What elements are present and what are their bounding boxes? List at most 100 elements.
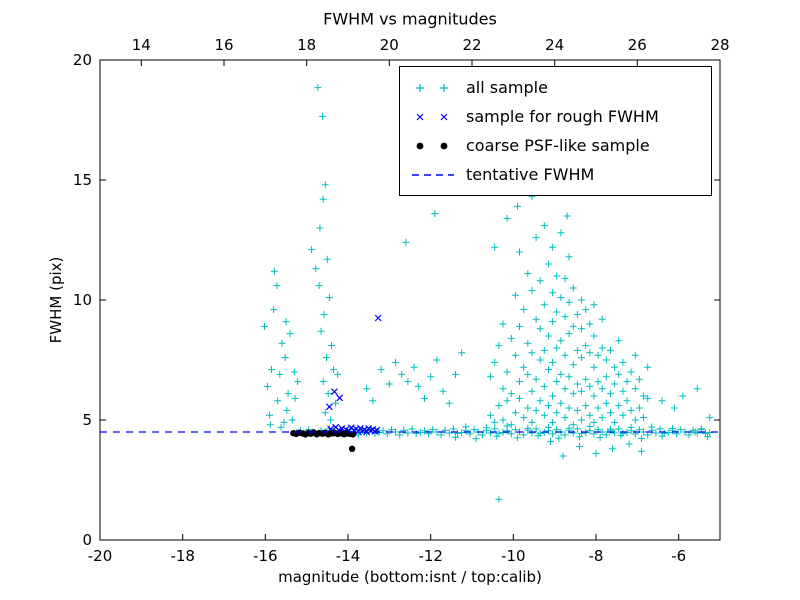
scatter-point	[652, 429, 660, 437]
scatter-point	[282, 318, 290, 326]
x-tick-label: -6	[671, 547, 686, 565]
scatter-point	[532, 375, 540, 383]
scatter-point	[561, 313, 569, 321]
scatter-point	[590, 301, 598, 309]
scatter-point	[557, 294, 565, 302]
scatter-point	[545, 402, 552, 410]
scatter-point	[592, 450, 600, 458]
scatter-point	[454, 429, 461, 437]
scatter-point	[569, 429, 577, 437]
scatter-point	[594, 404, 602, 412]
scatter-point	[277, 423, 285, 431]
chart-title: FWHM vs magnitudes	[323, 9, 497, 29]
scatter-point	[449, 425, 457, 433]
scatter-point	[402, 238, 410, 246]
scatter-point	[520, 306, 528, 314]
scatter-point	[528, 418, 536, 426]
scatter-point	[553, 272, 561, 280]
scatter-point	[536, 325, 544, 333]
scatter-point	[561, 274, 569, 282]
y-tick-label: 20	[73, 51, 92, 69]
scatter-point	[274, 397, 282, 405]
scatter-point	[400, 426, 408, 434]
scatter-point	[582, 306, 590, 314]
scatter-point	[320, 310, 328, 318]
scatter-point	[511, 409, 519, 417]
scatter-point	[410, 363, 418, 371]
scatter-point	[532, 406, 540, 414]
scatter-point	[511, 351, 519, 359]
scatter-point	[561, 385, 569, 393]
scatter-point	[458, 349, 466, 357]
scatter-point	[514, 202, 521, 210]
scatter-point	[536, 356, 544, 364]
scatter-point	[691, 428, 699, 436]
scatter-point	[590, 363, 598, 371]
scatter-point	[452, 370, 459, 378]
scatter-point	[607, 390, 614, 398]
scatter-point	[516, 394, 523, 402]
scatter-point	[611, 380, 619, 388]
scatter-point	[429, 426, 437, 434]
scatter-point	[561, 431, 569, 439]
scatter-point	[369, 397, 377, 405]
scatter-point	[594, 351, 602, 359]
scatter-point	[648, 423, 656, 431]
scatter-point	[266, 421, 274, 429]
scatter-point	[573, 380, 581, 388]
scatter-point	[308, 246, 316, 254]
scatter-point	[348, 445, 356, 452]
scatter-point	[596, 434, 604, 441]
scatter-point	[640, 414, 647, 422]
scatter-point	[640, 392, 647, 400]
dot-marker-icon	[416, 142, 448, 149]
scatter-point	[615, 402, 623, 410]
legend-label: coarse PSF-like sample	[466, 136, 650, 155]
scatter-point	[602, 431, 610, 439]
scatter-point	[534, 432, 542, 440]
scatter-point	[270, 306, 278, 314]
scatter-point	[392, 428, 399, 436]
scatter-point	[312, 265, 320, 273]
top-tick-label: 16	[214, 36, 233, 54]
scatter-point	[611, 363, 619, 371]
top-tick-label: 28	[710, 36, 729, 54]
top-tick-label: 26	[628, 36, 647, 54]
scatter-point	[495, 402, 503, 410]
scatter-point	[598, 385, 606, 393]
scatter-point	[590, 392, 598, 400]
scatter-point	[658, 432, 666, 440]
scatter-point	[528, 387, 536, 395]
scatter-point	[514, 434, 521, 442]
scatter-point	[319, 378, 327, 386]
scatter-point	[414, 382, 422, 390]
scatter-point	[631, 351, 639, 359]
legend-entry-psf-sample: coarse PSF-like sample	[410, 131, 711, 160]
scatter-point	[540, 346, 548, 354]
scatter-point	[325, 403, 333, 411]
scatter-point	[549, 392, 557, 400]
scatter-point	[586, 320, 594, 328]
scatter-point	[549, 243, 557, 251]
scatter-point	[545, 260, 552, 268]
scatter-point	[421, 427, 428, 435]
scatter-point	[317, 327, 325, 335]
scatter-point	[607, 409, 614, 417]
scatter-point	[520, 414, 528, 422]
scatter-point	[503, 368, 511, 376]
scatter-point	[472, 435, 480, 443]
top-tick-label: 18	[297, 36, 316, 54]
scatter-point	[627, 423, 635, 431]
scatter-point	[266, 411, 273, 419]
scatter-point	[520, 363, 528, 371]
scatter-point	[590, 418, 598, 426]
scatter-point	[330, 366, 337, 374]
scatter-point	[656, 425, 664, 433]
scatter-point	[330, 388, 338, 396]
scatter-point	[623, 397, 631, 405]
scatter-point	[291, 394, 299, 402]
scatter-point	[507, 421, 515, 429]
scatter-point	[294, 378, 302, 386]
scatter-point	[602, 356, 610, 364]
